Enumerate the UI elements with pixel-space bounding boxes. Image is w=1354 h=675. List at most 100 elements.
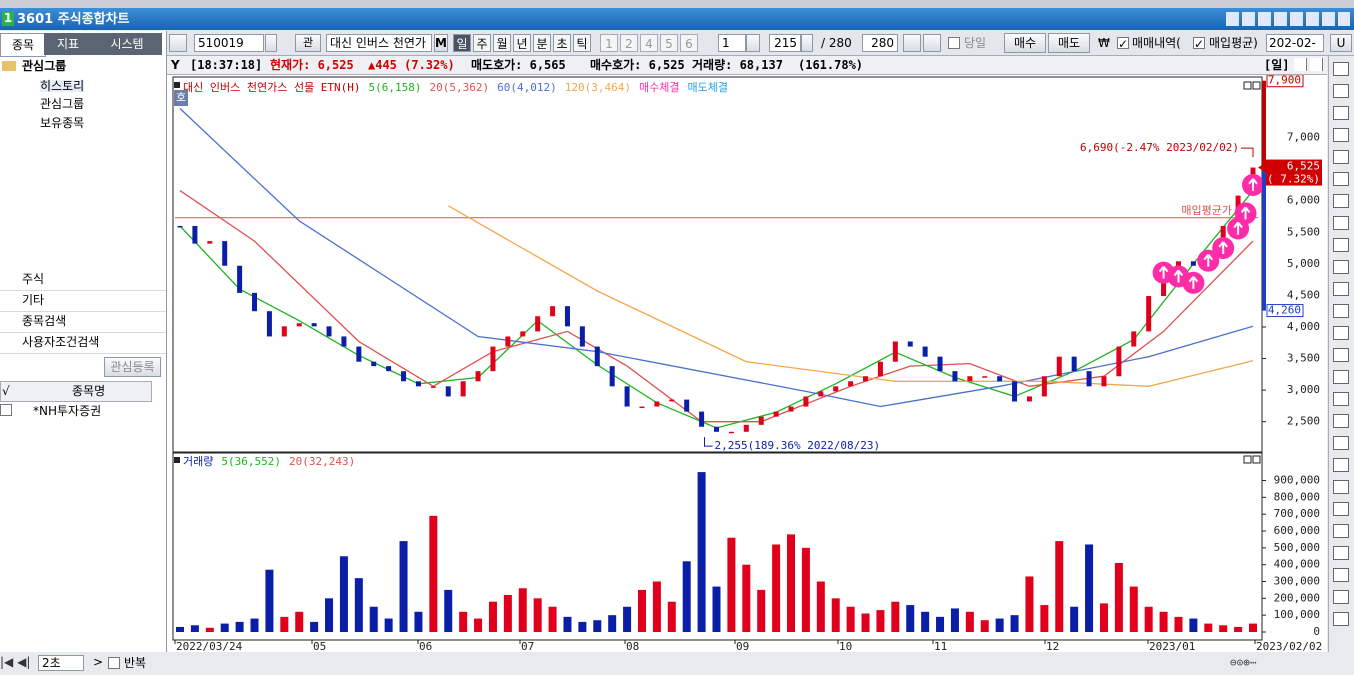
tree-item[interactable]: 보유종목 (40, 116, 85, 130)
tool-icon[interactable] (1333, 370, 1349, 384)
legend-entry: 매도체결 (687, 81, 727, 94)
tab[interactable]: 시스템 (92, 33, 162, 55)
info-icon[interactable]: Y (171, 58, 180, 72)
candle (415, 381, 421, 387)
tool-icon[interactable] (1333, 260, 1349, 274)
tool-icon[interactable] (1333, 194, 1349, 208)
tool-icon[interactable] (1333, 62, 1349, 76)
tree-item[interactable]: 히스토리 (40, 79, 85, 93)
tool-icon[interactable] (1333, 458, 1349, 472)
number-button[interactable]: 2 (620, 34, 638, 52)
quick-order[interactable]: 호 (176, 91, 186, 104)
panel-buttons[interactable] (1294, 58, 1324, 71)
title-bar (0, 8, 1354, 30)
period-button[interactable]: 주 (473, 34, 491, 52)
tool-icon[interactable] (1333, 150, 1349, 164)
panel-button[interactable] (1252, 455, 1261, 464)
candle (222, 241, 228, 266)
repeat-checkbox[interactable] (108, 657, 120, 669)
volume-bar (250, 618, 259, 632)
avg-label[interactable]: 매입평균) (1209, 36, 1258, 50)
repeat-label[interactable]: 반복 (124, 656, 147, 670)
tool-icon[interactable] (1333, 414, 1349, 428)
number-button[interactable]: 5 (660, 34, 678, 52)
folder-item[interactable]: 종목검색 (22, 314, 67, 328)
row-checkbox[interactable] (0, 404, 12, 416)
period-button[interactable]: 초 (553, 34, 571, 52)
period-button[interactable]: 일 (453, 34, 471, 52)
tool-icon[interactable] (1333, 84, 1349, 98)
period-button[interactable]: 틱 (573, 34, 591, 52)
legend: 대신 인버스 천연가스 선물 ETN(H) 5(6,158) 20(5,362) 60… (183, 80, 728, 94)
date-input[interactable]: 202-02-C (1266, 34, 1324, 52)
today-label[interactable]: 당일 (964, 36, 987, 50)
view-count[interactable]: 215 (769, 34, 801, 52)
tool-icon[interactable] (1333, 172, 1349, 186)
play-icon[interactable]: > (93, 655, 104, 669)
tool-icon[interactable] (1333, 480, 1349, 494)
user-button[interactable]: U (1330, 34, 1352, 52)
volume-bar (444, 589, 453, 632)
period-button[interactable]: 분 (533, 34, 551, 52)
tool-icon[interactable] (1333, 590, 1349, 604)
tool-icon[interactable] (1333, 568, 1349, 582)
table-cell[interactable]: *NH투자증권 (33, 404, 102, 418)
quick-order-box[interactable] (174, 90, 188, 106)
first-button[interactable] (169, 34, 187, 52)
tool-icon[interactable] (1333, 238, 1349, 252)
tool-icon[interactable] (1333, 436, 1349, 450)
zoom-icons[interactable]: ⊖⊙⊕⋯ (1230, 656, 1257, 669)
tool-icon[interactable] (1333, 304, 1349, 318)
spinner[interactable] (801, 34, 813, 52)
tool-icon[interactable] (1333, 326, 1349, 340)
tab[interactable]: 종목 (0, 33, 46, 57)
tab[interactable]: 지표 (44, 33, 92, 55)
number-button[interactable]: 6 (680, 34, 698, 52)
number-button[interactable]: 1 (600, 34, 618, 52)
tool-icon[interactable] (1333, 612, 1349, 626)
tree-item[interactable]: 관심그룹 (22, 59, 67, 73)
checkbox[interactable]: ✓ (1117, 37, 1129, 51)
tool-icon[interactable] (1333, 348, 1349, 362)
tool-icon[interactable] (1333, 282, 1349, 296)
candle (833, 386, 839, 392)
candle (714, 426, 719, 432)
count-input[interactable]: 280 (862, 34, 898, 52)
period-button[interactable]: 월 (493, 34, 511, 52)
tool-icon[interactable] (1333, 106, 1349, 120)
interval-select[interactable]: 2초 (38, 655, 84, 671)
dropdown[interactable] (265, 34, 277, 52)
tool-icon[interactable] (1333, 128, 1349, 142)
buy-button[interactable]: 매수 (1004, 33, 1046, 53)
dropdown[interactable] (746, 34, 760, 52)
folder-item[interactable]: 주식 (22, 272, 45, 286)
folder-item[interactable]: 기타 (22, 293, 45, 307)
register-button[interactable]: 관심등록 (104, 357, 161, 377)
volume-bar (265, 569, 274, 632)
sell-button[interactable]: 매도 (1048, 33, 1090, 53)
panel-button[interactable] (1252, 81, 1261, 90)
panel-button[interactable] (1243, 81, 1252, 90)
tool-icon[interactable] (1333, 392, 1349, 406)
number-button[interactable]: 4 (640, 34, 658, 52)
nav-icons[interactable]: |◀ ◀| (0, 655, 31, 669)
window-buttons[interactable] (1226, 12, 1350, 26)
period-button[interactable]: 년 (513, 34, 531, 52)
interest-button[interactable]: 관 (295, 34, 321, 52)
tool-icon[interactable] (1333, 216, 1349, 230)
checkbox[interactable] (948, 37, 960, 49)
icon-button[interactable] (923, 34, 941, 52)
mode-button[interactable]: M (434, 34, 448, 52)
period-count[interactable]: 1 (718, 34, 746, 52)
volume-bar (816, 581, 825, 632)
history-label[interactable]: 매매내역( (1132, 36, 1181, 50)
tree-item[interactable]: 관심그룹 (40, 97, 85, 111)
code-input[interactable]: 510019 (194, 34, 264, 52)
icon-button[interactable] (903, 34, 921, 52)
checkbox[interactable]: ✓ (1193, 37, 1205, 51)
panel-button[interactable] (1243, 455, 1252, 464)
folder-item[interactable]: 사용자조건검색 (22, 335, 100, 349)
tool-icon[interactable] (1333, 524, 1349, 538)
tool-icon[interactable] (1333, 546, 1349, 560)
tool-icon[interactable] (1333, 502, 1349, 516)
